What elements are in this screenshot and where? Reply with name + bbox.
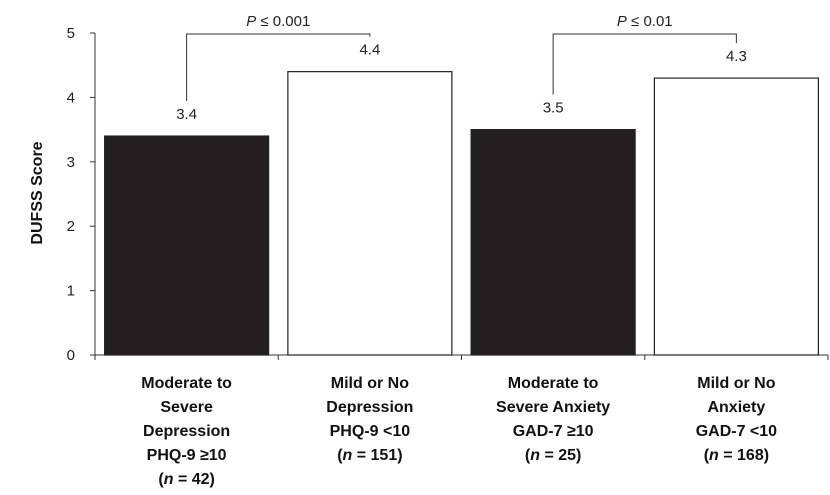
bar-1 [104,135,270,356]
category-label-line: Anxiety [707,399,765,416]
y-tick-label: 2 [67,218,75,235]
category-label-line: Severe [160,399,213,416]
category-label-line: (n = 25) [525,447,581,464]
y-tick-label: 5 [67,25,75,42]
category-label-line: (n = 168) [704,447,769,464]
category-label-line: (n = 151) [337,447,402,464]
category-label-line: Moderate to [508,375,599,392]
category-label-line: Mild or No [331,375,409,392]
significance-bracket-2 [552,33,737,95]
category-label-line: Moderate to [141,375,232,392]
bar-3 [470,129,636,356]
category-label-line: PHQ-9 ≥10 [147,447,227,464]
y-tick-label: 0 [67,347,75,364]
significance-bracket-1 [186,33,371,102]
category-label-line: GAD-7 ≥10 [513,423,594,440]
y-tick-label: 1 [67,283,75,300]
category-label-line: (n = 42) [158,471,214,488]
y-axis-label: DUFSS Score [29,141,46,244]
value-label-1: 3.4 [176,106,197,123]
category-label-line: PHQ-9 <10 [330,423,411,440]
category-label-line: Severe Anxiety [496,399,610,416]
category-label-line: GAD-7 <10 [696,423,777,440]
value-label-4: 4.3 [726,48,747,65]
value-label-3: 3.5 [543,100,564,117]
significance-label-2: P ≤ 0.01 [617,13,673,30]
category-label-line: Mild or No [697,375,775,392]
plot-area: 0 1 2 3 4 5 3.4 Moderate to Severe Depression PHQ-… [67,13,829,488]
bar-4 [653,77,819,356]
y-tick-label: 4 [67,89,75,106]
category-label-line: Depression [143,423,230,440]
bar-2 [287,71,453,356]
significance-label-1: P ≤ 0.001 [246,13,310,30]
category-label-line: Depression [326,399,413,416]
y-tick-label: 3 [67,154,75,171]
value-label-2: 4.4 [359,42,380,59]
